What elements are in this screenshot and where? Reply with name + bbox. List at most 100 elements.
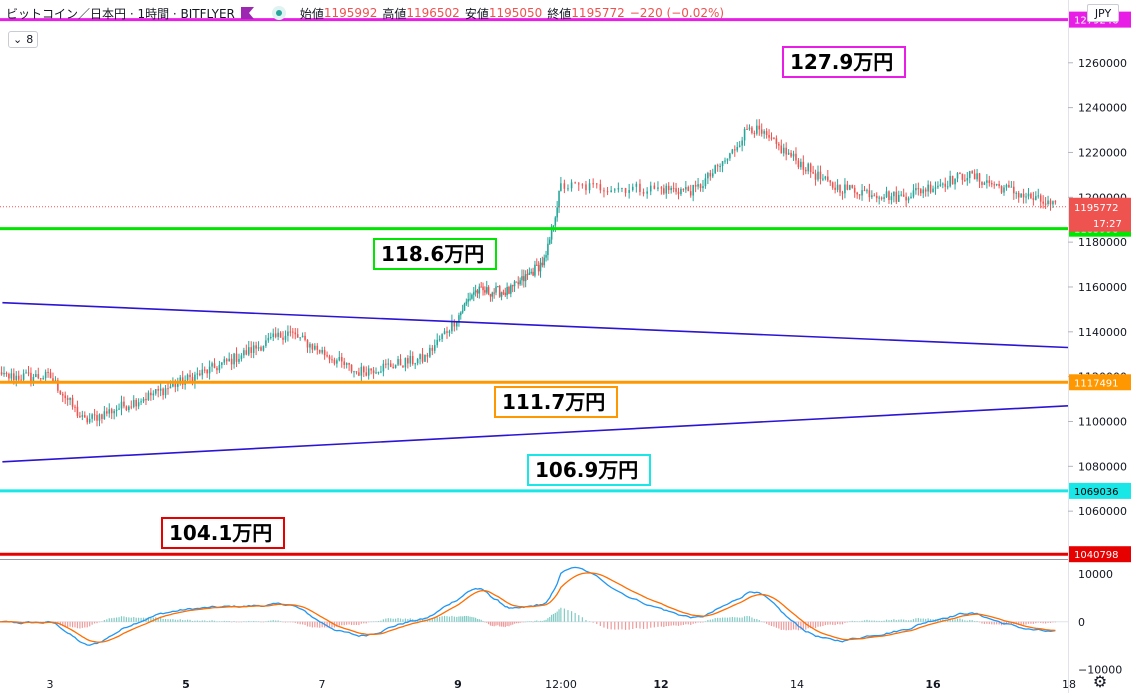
- candle-body: [990, 183, 993, 185]
- candle-body: [628, 190, 630, 193]
- histogram-bar: [177, 619, 179, 622]
- histogram-bar: [120, 616, 123, 622]
- candle-body: [500, 292, 503, 297]
- histogram-bar: [993, 621, 995, 625]
- symbol-title[interactable]: ビットコイン／日本円 · 1時間 · BITFLYER: [6, 6, 235, 21]
- candle-body: [667, 185, 670, 191]
- candle-body: [983, 182, 986, 185]
- candle-body: [345, 362, 348, 365]
- candle-body: [79, 415, 81, 417]
- candle-body: [459, 312, 462, 316]
- histogram-bar: [103, 620, 105, 622]
- candle-body: [961, 173, 964, 180]
- histogram-bar: [873, 620, 875, 622]
- high-label: 高値: [382, 6, 407, 21]
- candle-body: [556, 207, 558, 218]
- indicator-toggle[interactable]: ⌄ 8: [8, 31, 39, 48]
- histogram-bar: [431, 618, 433, 622]
- chevron-down-icon: ⌄: [13, 33, 23, 46]
- candle-body: [91, 414, 93, 419]
- candle-body: [172, 383, 174, 387]
- histogram-bar: [545, 619, 547, 622]
- histogram-bar: [443, 615, 446, 622]
- candle-body: [389, 363, 392, 367]
- candle-body: [515, 281, 518, 283]
- histogram-bar: [211, 620, 213, 622]
- flag-icon[interactable]: [240, 7, 254, 19]
- candle-body: [663, 188, 665, 194]
- histogram-bar: [814, 621, 817, 629]
- indicator-count: 8: [26, 33, 34, 46]
- candle-body: [844, 184, 846, 194]
- histogram-bar: [321, 621, 323, 628]
- candle-body: [535, 264, 538, 266]
- histogram-bar: [279, 621, 282, 622]
- candle-body: [885, 191, 888, 198]
- histogram-bar: [534, 620, 536, 622]
- candle-body: [532, 271, 534, 276]
- candle-body: [804, 169, 807, 172]
- y-tick-label: 1160000: [1078, 281, 1127, 294]
- candle-body: [822, 178, 824, 180]
- candle-body: [539, 262, 542, 272]
- candle-body: [110, 409, 113, 414]
- candle-body: [52, 378, 54, 382]
- y-tick-label: 1220000: [1078, 146, 1127, 159]
- candle-body: [694, 184, 697, 187]
- candle-body: [736, 146, 739, 151]
- candle-body: [343, 361, 346, 365]
- histogram-bar: [778, 621, 780, 629]
- market-status-icon: [271, 6, 286, 20]
- candle-body: [441, 334, 443, 340]
- candle-body: [524, 274, 527, 282]
- candle-body: [228, 358, 230, 362]
- histogram-bar: [783, 621, 785, 630]
- candle-body: [603, 190, 605, 192]
- candle-body: [25, 372, 27, 374]
- histogram-bar: [297, 621, 299, 624]
- histogram-bar: [606, 621, 609, 629]
- histogram-bar: [883, 620, 885, 622]
- candle-body: [287, 331, 289, 336]
- candle-body: [211, 363, 213, 367]
- level-annotation-label: 106.9万円: [535, 458, 638, 482]
- gear-icon[interactable]: ⚙: [1092, 672, 1108, 691]
- candle-body: [113, 410, 115, 414]
- candle-body: [397, 359, 399, 365]
- histogram-bar: [302, 621, 304, 625]
- histogram-bar: [978, 621, 981, 623]
- candle-body: [1022, 193, 1025, 198]
- histogram-bar: [610, 621, 612, 630]
- candle-body: [230, 358, 233, 365]
- currency-button[interactable]: JPY: [1087, 4, 1119, 22]
- candle-body: [76, 406, 79, 416]
- candle-body: [846, 184, 849, 190]
- candle-body: [27, 372, 30, 374]
- histogram-bar: [959, 618, 961, 622]
- candle-body: [137, 402, 140, 407]
- histogram-bar: [515, 621, 517, 624]
- histogram-bar: [289, 621, 291, 623]
- candle-body: [1008, 184, 1010, 188]
- candle-body: [824, 176, 827, 179]
- candle-body: [128, 406, 130, 411]
- histogram-bar: [861, 620, 863, 622]
- candle-body: [125, 406, 128, 411]
- candle-body: [485, 287, 488, 293]
- candle-body: [883, 197, 885, 199]
- histogram-bar: [726, 617, 729, 622]
- candle-body: [189, 374, 191, 378]
- candle-body: [519, 280, 521, 285]
- histogram-bar: [402, 619, 404, 622]
- candle-body: [375, 372, 377, 374]
- candle-body: [277, 332, 279, 337]
- candle-body: [809, 163, 812, 173]
- last-price-tag: [1069, 197, 1131, 232]
- candle-body: [577, 183, 580, 185]
- candle-body: [411, 356, 414, 365]
- histogram-bar: [915, 618, 917, 622]
- histogram-bar: [363, 621, 365, 624]
- histogram-bar: [319, 621, 321, 628]
- candle-body: [10, 373, 13, 379]
